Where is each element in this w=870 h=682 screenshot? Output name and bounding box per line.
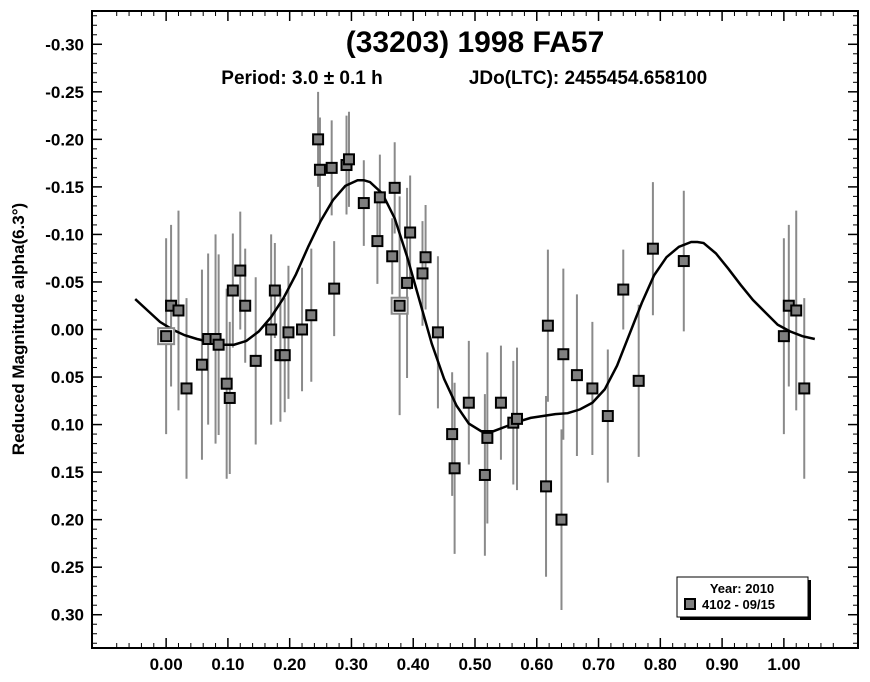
data-point xyxy=(160,330,173,343)
data-point xyxy=(617,283,630,296)
x-tick-label: 0.50 xyxy=(458,655,491,674)
data-point xyxy=(677,255,690,268)
y-tick-label: -0.10 xyxy=(45,225,84,244)
data-point xyxy=(790,304,803,317)
data-point xyxy=(646,242,659,255)
data-point xyxy=(234,264,247,277)
legend-marker xyxy=(684,598,696,610)
y-tick-label: 0.00 xyxy=(51,321,84,340)
x-axis-ticks: 0.00 0.10 0.20 0.30 0.40 0.50 0.60 0.70 0.80 0.90… xyxy=(116,11,834,674)
chart-subtitle-epoch: JDo(LTC): 2455454.658100 xyxy=(469,68,707,89)
y-axis-label: Reduced Magnitude alpha(6.3°) xyxy=(9,203,28,455)
data-point xyxy=(393,299,406,312)
data-point xyxy=(249,354,262,367)
data-point xyxy=(223,391,236,404)
x-tick-label: 0.30 xyxy=(335,655,368,674)
data-point xyxy=(419,251,432,264)
data-point xyxy=(325,161,338,174)
data-point xyxy=(278,349,291,362)
data-point xyxy=(541,319,554,332)
data-point xyxy=(226,284,239,297)
data-point xyxy=(265,323,278,336)
data-point xyxy=(296,323,309,336)
data-point xyxy=(416,267,429,280)
y-tick-label: 0.10 xyxy=(51,416,84,435)
x-tick-label: 0.80 xyxy=(644,655,677,674)
chart-title: (33203) 1998 FA57 xyxy=(346,26,605,59)
y-tick-label: 0.15 xyxy=(51,463,84,482)
data-point xyxy=(557,348,570,361)
data-point xyxy=(371,235,384,248)
data-point xyxy=(446,428,459,441)
data-point xyxy=(777,330,790,343)
data-markers xyxy=(157,133,811,526)
y-tick-label: 0.20 xyxy=(51,511,84,530)
data-point xyxy=(401,276,414,289)
y-tick-label: -0.30 xyxy=(45,35,84,54)
data-point xyxy=(172,304,185,317)
data-point xyxy=(511,412,524,425)
data-point xyxy=(239,299,252,312)
data-point xyxy=(632,374,645,387)
data-point xyxy=(431,326,444,339)
data-point xyxy=(220,377,233,390)
y-tick-label: -0.15 xyxy=(45,178,84,197)
data-point xyxy=(313,163,326,176)
data-point xyxy=(404,226,417,239)
data-point xyxy=(601,410,614,423)
data-point xyxy=(357,197,370,210)
data-point xyxy=(195,358,208,371)
x-tick-label: 1.00 xyxy=(767,655,800,674)
x-tick-label: 0.60 xyxy=(520,655,553,674)
x-tick-label: 0.40 xyxy=(397,655,430,674)
data-point xyxy=(481,431,494,444)
data-point xyxy=(386,250,399,263)
data-point xyxy=(388,181,401,194)
data-point xyxy=(798,382,811,395)
data-point xyxy=(212,338,225,351)
data-point xyxy=(555,513,568,526)
data-point xyxy=(570,369,583,382)
data-point xyxy=(494,396,507,409)
y-tick-label: -0.05 xyxy=(45,273,84,292)
y-tick-label: -0.25 xyxy=(45,83,84,102)
x-tick-label: 0.10 xyxy=(211,655,244,674)
data-point xyxy=(540,480,553,493)
data-point xyxy=(342,153,355,166)
data-point xyxy=(312,133,325,146)
fit-curve xyxy=(134,178,816,433)
x-tick-label: 0.70 xyxy=(582,655,615,674)
y-axis-ticks: -0.30 -0.25 -0.20 -0.15 -0.10 -0.05 0.00 0.05 0.… xyxy=(45,15,858,644)
legend-box: Year: 2010 4102 - 09/15 xyxy=(676,576,811,620)
plot-frame xyxy=(91,10,859,649)
legend-title: Year: 2010 xyxy=(710,581,774,596)
data-point xyxy=(305,309,318,322)
y-tick-label: 0.30 xyxy=(51,606,84,625)
y-tick-label: 0.05 xyxy=(51,368,84,387)
chart-subtitle-period: Period: 3.0 ± 0.1 h xyxy=(221,68,382,89)
data-point xyxy=(586,382,599,395)
x-tick-label: 0.20 xyxy=(273,655,306,674)
y-tick-label: -0.20 xyxy=(45,130,84,149)
data-point xyxy=(478,468,491,481)
data-point xyxy=(268,284,281,297)
y-tick-label: 0.25 xyxy=(51,558,84,577)
x-tick-label: 0.00 xyxy=(150,655,183,674)
x-tick-label: 0.90 xyxy=(706,655,739,674)
data-point xyxy=(462,396,475,409)
legend-frame xyxy=(676,576,809,618)
data-point xyxy=(373,191,386,204)
data-point xyxy=(328,282,341,295)
data-point xyxy=(448,462,461,475)
data-point xyxy=(282,326,295,339)
data-point xyxy=(180,382,193,395)
legend-entry: 4102 - 09/15 xyxy=(702,597,775,612)
